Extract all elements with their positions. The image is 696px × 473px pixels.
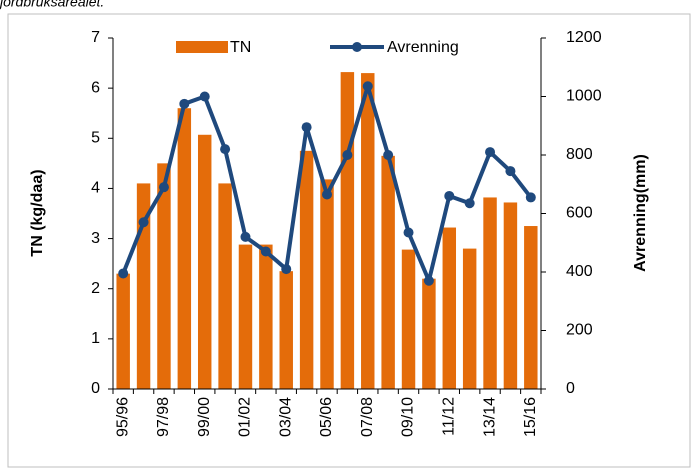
- y-tick-label: 4: [91, 180, 100, 197]
- x-tick-label: 09/10: [400, 397, 417, 437]
- bar: [238, 244, 253, 389]
- y-tick-label: 3: [91, 230, 100, 247]
- y2-tick-label: 1200: [566, 29, 602, 46]
- y-tick-label: 5: [91, 130, 100, 147]
- legend-marker: [352, 42, 362, 52]
- y2-tick-label: 800: [566, 146, 593, 163]
- line-marker: [138, 217, 149, 228]
- legend-label: TN: [230, 39, 251, 56]
- bar: [320, 179, 334, 389]
- y-tick-label: 1: [91, 330, 100, 347]
- y-tick-label: 2: [91, 280, 100, 297]
- line-marker: [158, 182, 169, 193]
- bar: [116, 273, 130, 389]
- x-tick-label: 97/98: [155, 397, 172, 437]
- line-marker: [444, 190, 455, 201]
- bar: [279, 271, 293, 389]
- y-axis-title: TN (kg/daa): [29, 169, 46, 256]
- bar: [524, 226, 538, 389]
- x-tick-label: 95/96: [114, 397, 131, 437]
- bar: [218, 183, 232, 389]
- legend-swatch: [176, 41, 228, 53]
- line-marker: [260, 246, 271, 257]
- bar: [157, 163, 171, 389]
- line-marker: [220, 144, 231, 155]
- y2-tick-label: 600: [566, 205, 593, 222]
- line-marker: [403, 227, 414, 238]
- bar: [361, 73, 375, 389]
- chart-frame: [7, 13, 691, 468]
- x-tick-label: 05/06: [318, 397, 335, 437]
- line-marker: [525, 192, 536, 203]
- line-marker: [118, 268, 129, 279]
- line-marker: [423, 275, 434, 286]
- line-marker: [464, 198, 475, 209]
- line-marker: [281, 264, 292, 275]
- line-marker: [383, 150, 394, 160]
- line-marker: [485, 147, 496, 158]
- x-tick-label: 11/12: [441, 397, 458, 436]
- y2-tick-label: 200: [566, 322, 593, 339]
- bar: [197, 134, 212, 389]
- bar: [299, 150, 314, 389]
- legend-label: Avrenning: [387, 39, 459, 56]
- y-tick-label: 0: [91, 380, 100, 397]
- bar: [462, 248, 477, 389]
- x-tick-label: 01/02: [237, 397, 254, 437]
- bar: [401, 249, 416, 389]
- bar: [340, 72, 355, 390]
- bar: [503, 202, 518, 389]
- note: jordbruksarealet.: [0, 0, 104, 10]
- y2-tick-label: 1000: [566, 88, 602, 105]
- line-marker: [362, 81, 373, 92]
- y2-tick-label: 0: [566, 380, 575, 397]
- bar: [177, 108, 192, 389]
- line-marker: [322, 189, 332, 200]
- line-marker: [342, 150, 353, 160]
- bar: [381, 155, 395, 389]
- line-marker: [505, 166, 516, 177]
- bar: [422, 278, 436, 389]
- x-tick-label: 15/16: [522, 397, 539, 437]
- line-marker: [240, 231, 251, 242]
- x-tick-label: 13/14: [481, 397, 498, 437]
- bar: [259, 244, 273, 389]
- y2-axis-title: Avrenning(mm): [632, 154, 649, 272]
- x-tick-label: 03/04: [277, 397, 294, 437]
- line-marker: [179, 98, 190, 109]
- line-marker: [301, 122, 312, 133]
- x-tick-label: 99/00: [196, 397, 213, 437]
- y2-tick-label: 400: [566, 263, 593, 280]
- bar: [442, 227, 457, 389]
- line-marker: [199, 91, 210, 102]
- x-tick-label: 07/08: [359, 397, 376, 437]
- y-tick-label: 6: [91, 79, 100, 96]
- y-tick-label: 7: [91, 29, 100, 46]
- bar: [483, 197, 497, 389]
